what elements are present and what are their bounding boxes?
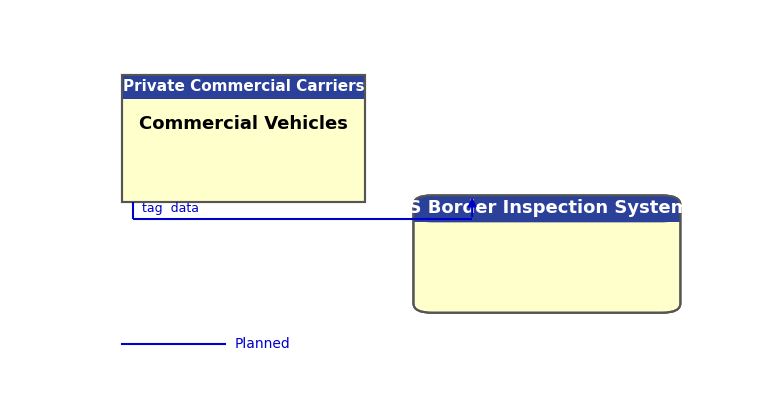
Text: Planned: Planned [234, 337, 290, 351]
Bar [122, 75, 365, 202]
Text: US Border Inspection Systems: US Border Inspection Systems [394, 199, 700, 216]
FancyBboxPatch shape [413, 195, 680, 313]
Text: tag  data: tag data [143, 202, 199, 215]
Text: Commercial Vehicles: Commercial Vehicles [139, 115, 348, 133]
Text: Private Commercial Carriers: Private Commercial Carriers [123, 79, 364, 94]
Bar [122, 75, 365, 98]
Bar [122, 75, 365, 202]
FancyBboxPatch shape [413, 195, 680, 222]
Bar [413, 209, 680, 222]
